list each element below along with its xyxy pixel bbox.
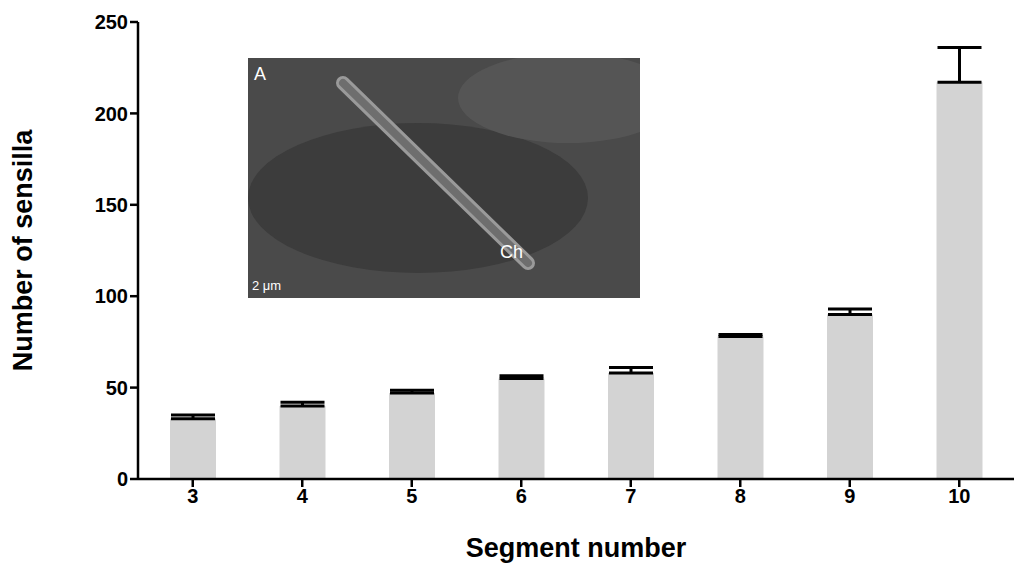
svg-text:250: 250 [95, 11, 128, 33]
svg-text:7: 7 [625, 485, 636, 507]
svg-text:0: 0 [117, 468, 128, 490]
svg-text:9: 9 [844, 485, 855, 507]
svg-text:8: 8 [735, 485, 746, 507]
svg-text:100: 100 [95, 285, 128, 307]
svg-text:200: 200 [95, 103, 128, 125]
svg-text:Number of sensilla: Number of sensilla [8, 129, 38, 372]
svg-text:5: 5 [406, 485, 417, 507]
svg-text:150: 150 [95, 194, 128, 216]
svg-text:4: 4 [297, 485, 309, 507]
svg-text:2 μm: 2 μm [252, 278, 281, 293]
svg-text:3: 3 [187, 485, 198, 507]
svg-text:Ch: Ch [500, 242, 523, 262]
svg-text:6: 6 [516, 485, 527, 507]
svg-text:10: 10 [948, 485, 970, 507]
svg-text:Segment number: Segment number [466, 533, 687, 563]
svg-text:50: 50 [106, 377, 128, 399]
svg-text:A: A [254, 64, 266, 84]
